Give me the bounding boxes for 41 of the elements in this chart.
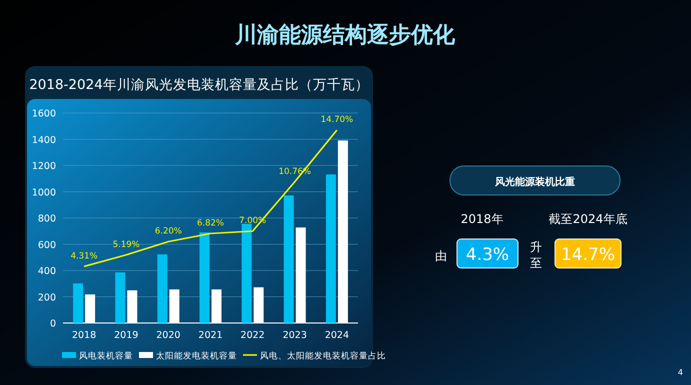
y-tick-label: 0	[50, 318, 56, 330]
text: 4	[678, 368, 683, 377]
text: 2018年	[460, 212, 504, 226]
text: 升至	[530, 240, 542, 270]
x-tick-label: 2018	[72, 330, 96, 341]
chart-subtitle: 2018-2024年川渝风光发电装机容量及占比（万千瓦）	[29, 77, 369, 93]
x-tick-label: 2023	[282, 330, 307, 341]
text: 14.7%	[560, 245, 616, 265]
y-tick-label: 1600	[32, 108, 56, 120]
data-label: 4.31%	[70, 251, 98, 262]
y-tick-label: 1200	[32, 161, 56, 172]
bar	[200, 232, 210, 323]
data-label: 6.20%	[154, 226, 182, 237]
chart-title: 川渝能源结构逐步优化	[234, 23, 456, 48]
x-tick-label: 2021	[198, 330, 223, 341]
legend-label: 风电装机容量	[79, 350, 133, 362]
y-tick-label: 400	[38, 266, 56, 277]
bar	[157, 254, 168, 323]
data-label: 6.82%	[196, 218, 224, 228]
y-tick-label: 200	[38, 292, 56, 304]
y-tick-label: 1000	[32, 187, 56, 198]
legend-label: 太阳能发电装机容量	[156, 350, 237, 362]
bar	[115, 272, 126, 323]
y-tick-label: 600	[38, 240, 56, 251]
text: 4.3%	[466, 245, 510, 265]
x-tick-label: 2019	[114, 330, 138, 341]
bar	[326, 174, 336, 323]
x-tick-label: 2024	[324, 330, 350, 341]
legend-label: 风电、太阳能发电装机容量占比	[260, 350, 386, 362]
text: 由	[435, 249, 447, 263]
data-label: 5.19%	[112, 240, 140, 250]
x-tick-label: 2022	[240, 330, 265, 341]
bar	[284, 195, 294, 323]
bar	[242, 224, 252, 323]
x-tick-label: 2020	[156, 330, 180, 341]
bar	[73, 283, 84, 323]
data-label: 14.70%	[320, 115, 354, 126]
y-tick-label: 800	[38, 214, 56, 224]
text: 截至2024年底	[548, 212, 628, 226]
y-tick-label: 1400	[32, 134, 56, 146]
text: 风光能源装机比重	[494, 176, 575, 188]
